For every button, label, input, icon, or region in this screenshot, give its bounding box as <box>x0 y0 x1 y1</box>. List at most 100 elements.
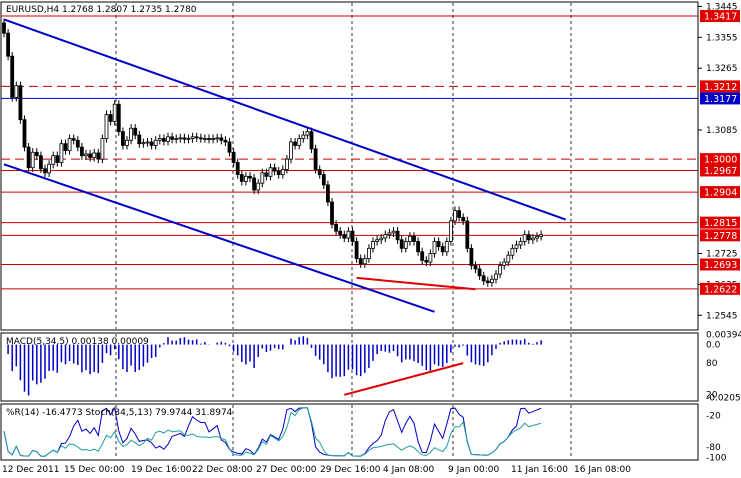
candle-body <box>22 119 27 148</box>
level-label: 1.2815 <box>704 218 737 229</box>
candle-body <box>342 234 347 239</box>
candle-body <box>6 32 10 57</box>
candle-body <box>522 234 527 242</box>
candle-body <box>477 268 482 277</box>
candle-body <box>161 138 166 142</box>
price-trendline <box>356 276 476 291</box>
candle-body <box>395 230 400 241</box>
time-label: 22 Dec 08:00 <box>192 465 253 475</box>
channel-lower-line <box>3 163 435 313</box>
candle-body <box>108 114 113 122</box>
candle-body <box>47 163 51 174</box>
candle-body <box>313 148 318 170</box>
candle-body <box>531 237 535 241</box>
candle-body <box>358 258 363 265</box>
candle-body <box>55 155 60 163</box>
candle-body <box>432 241 437 254</box>
candle-body <box>321 174 326 186</box>
candle-body <box>80 146 84 157</box>
candle-body <box>403 241 408 249</box>
level-label: 1.2904 <box>704 188 737 199</box>
candle-body <box>43 168 47 174</box>
candle-body <box>420 251 425 261</box>
candle-body <box>293 141 298 146</box>
candle-body <box>498 265 503 275</box>
candle-body <box>289 141 293 160</box>
candle-body <box>202 138 207 140</box>
level-label: 1.3212 <box>704 82 737 93</box>
candle-body <box>88 153 92 158</box>
candle-body <box>539 234 543 237</box>
osc-tick-label: -100 <box>706 453 727 463</box>
candle-body <box>18 85 23 121</box>
candle-body <box>260 172 265 184</box>
candle-body <box>424 259 429 263</box>
price-tick-label: 1.2725 <box>706 250 738 260</box>
candle-body <box>190 136 195 139</box>
symbol-header: EURUSD,H4 1.2768 1.2807 1.2735 1.2780 <box>6 5 197 15</box>
candle-body <box>149 141 154 146</box>
candle-body <box>399 239 404 249</box>
candle-body <box>227 141 232 153</box>
time-label: 4 Jan 08:00 <box>383 465 435 475</box>
candle-body <box>325 184 330 203</box>
level-label-bg <box>700 258 740 271</box>
level-label-bg <box>700 92 740 105</box>
candle-body <box>276 170 281 175</box>
candle-body <box>461 217 466 222</box>
time-label: 29 Dec 16:00 <box>320 465 381 475</box>
candle-body <box>428 253 433 263</box>
candle-body <box>96 152 101 160</box>
candle-body <box>84 153 88 157</box>
candle-body <box>284 158 289 170</box>
candle-body <box>170 136 175 140</box>
macd-tick-label: -0.02059 <box>706 394 741 404</box>
osc-tick-label: -20 <box>706 411 721 421</box>
candle-body <box>104 114 109 139</box>
candle-body <box>334 223 339 232</box>
candle-body <box>305 131 310 136</box>
time-label: 11 Jan 16:00 <box>511 465 568 475</box>
time-axis: 12 Dec 2011 15 Dec 00:00 19 Dec 16:00 22 De… <box>2 465 631 475</box>
candle-body <box>211 138 216 140</box>
candle-body <box>256 182 261 191</box>
candle-body <box>416 241 421 253</box>
trendlines <box>3 18 567 313</box>
candle-body <box>129 127 134 141</box>
candle-body <box>71 138 76 141</box>
candle-body <box>14 85 19 98</box>
candle-body <box>280 169 285 175</box>
macd-label: MACD(5,34,5) 0.00138 0.00009 <box>6 337 149 347</box>
horizontal-levels <box>1 15 698 290</box>
candle-body <box>448 220 453 242</box>
price-tick-label: 1.3085 <box>706 126 738 136</box>
macd-trendline <box>344 362 464 396</box>
candle-body <box>235 162 240 175</box>
time-label: 15 Dec 00:00 <box>64 465 125 475</box>
candle-body <box>112 103 117 122</box>
candle-body <box>198 137 203 140</box>
candle-body <box>125 139 129 146</box>
candle-body <box>92 152 97 158</box>
candle-body <box>231 151 236 163</box>
oscillator-pane <box>0 403 699 461</box>
macd-tick-label: 0.0 <box>706 341 721 351</box>
candle-body <box>362 258 367 265</box>
level-label: 1.3000 <box>704 155 737 166</box>
price-tick-label: 1.3355 <box>706 33 738 43</box>
candle-body <box>436 241 441 248</box>
time-label: 27 Dec 00:00 <box>256 465 317 475</box>
candle-body <box>346 230 351 239</box>
candle-body <box>174 138 179 140</box>
candle-body <box>391 230 396 234</box>
candle-body <box>375 239 380 242</box>
time-label: 12 Dec 2011 <box>2 465 60 475</box>
level-label-bg <box>700 10 740 23</box>
candle-body <box>338 230 343 236</box>
candle-body <box>248 175 252 179</box>
candle-body <box>387 232 392 236</box>
macd-pane <box>0 332 699 402</box>
